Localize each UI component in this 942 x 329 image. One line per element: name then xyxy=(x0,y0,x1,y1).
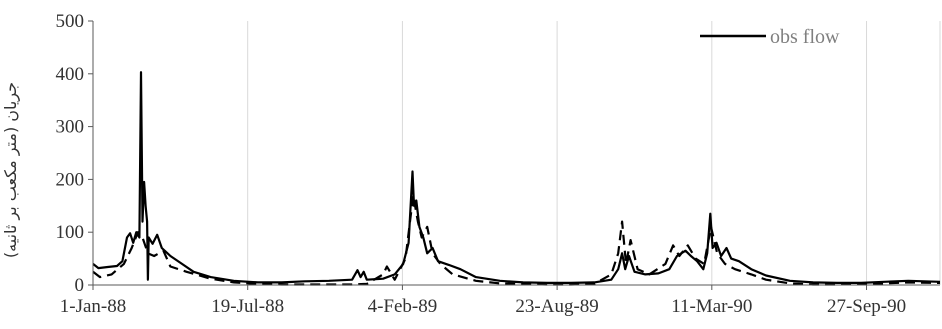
y-tick-label: 200 xyxy=(56,169,85,190)
series-line-dashed xyxy=(92,194,941,286)
legend-label-obs-flow: obs flow xyxy=(770,26,840,48)
y-tick-label: 400 xyxy=(56,64,85,85)
y-tick-label: 0 xyxy=(75,275,85,296)
x-tick-label: 23-Aug-89 xyxy=(515,296,598,317)
axis-layer: 0 100 200 300 400 500 1-Jan-88 19-Jul-88 4-Feb-8… xyxy=(56,11,940,317)
x-tick-label: 1-Jan-88 xyxy=(60,296,126,317)
legend: obs flow xyxy=(700,26,840,48)
y-tick-label: 300 xyxy=(56,117,85,138)
grid-layer xyxy=(247,21,941,285)
y-tick-label: 500 xyxy=(56,11,85,32)
x-tick-label: 19-Jul-88 xyxy=(211,296,284,317)
series-line-obs-flow xyxy=(92,71,941,284)
series-layer xyxy=(92,71,941,286)
y-tick-label: 100 xyxy=(56,222,85,243)
x-tick-label: 11-Mar-90 xyxy=(671,296,752,317)
x-tick-label: 4-Feb-89 xyxy=(368,296,438,317)
y-axis-title: جریان (متر مکعب بر ثانیه) xyxy=(1,82,21,258)
x-tick-label: 27-Sep-90 xyxy=(827,296,906,317)
